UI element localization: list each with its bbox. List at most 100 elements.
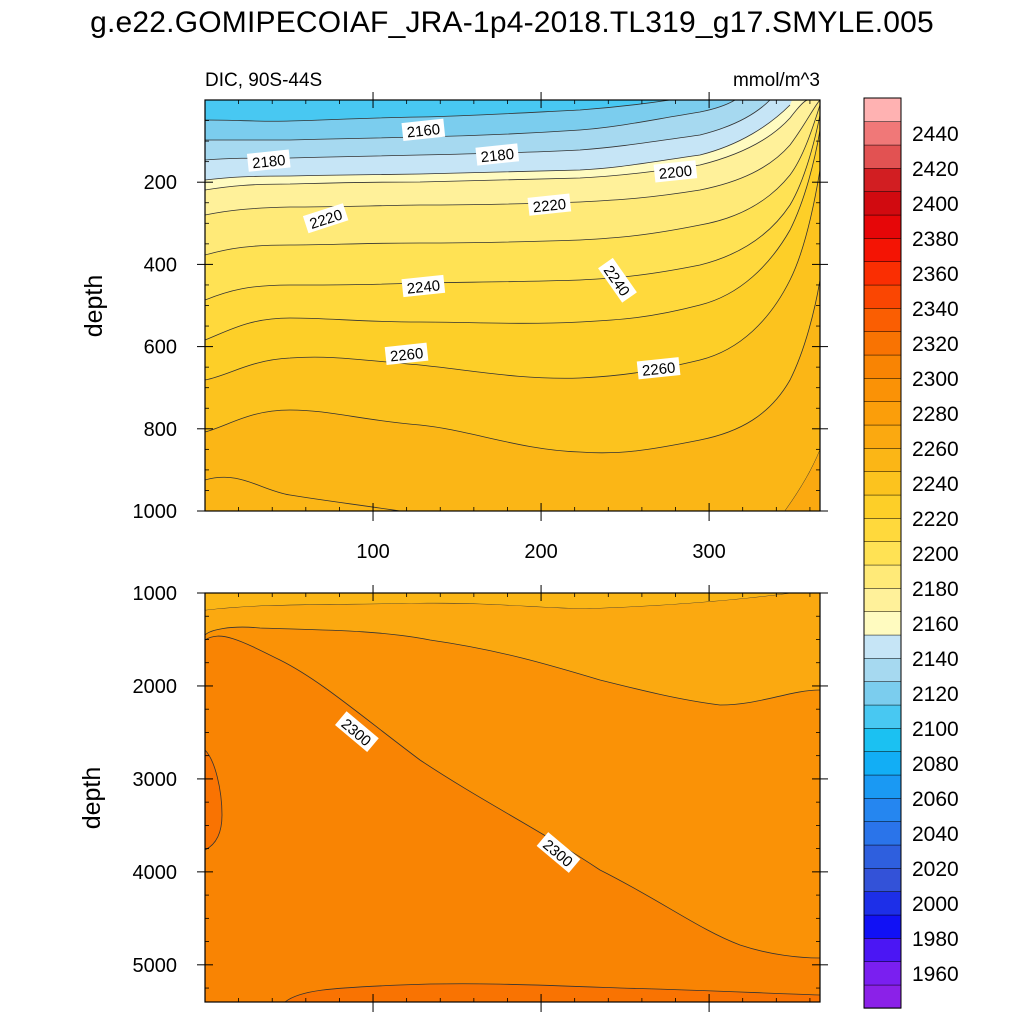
- colorbar-swatch: [863, 471, 902, 496]
- contour-label-box: [527, 193, 572, 216]
- bottom-axes: 1000 2000 3000 4000 5000: [133, 583, 828, 1012]
- colorbar-swatch: [863, 657, 902, 682]
- colorbar-swatch: [863, 844, 902, 869]
- colorbar-label: 2300: [912, 368, 959, 391]
- colorbar-swatch: [863, 751, 902, 776]
- contour-label-box: [536, 832, 581, 873]
- colorbar-swatch: [863, 564, 902, 589]
- colorbar-swatch: [863, 447, 902, 472]
- colorbar-swatch: [863, 307, 902, 332]
- band-2280: [205, 477, 400, 511]
- colorbar-swatch: [863, 191, 902, 216]
- colorbar-swatch: [863, 121, 902, 146]
- y-tick-label: 4000: [133, 862, 178, 884]
- colorbar-label: 2060: [912, 788, 959, 811]
- top-contour-field: [205, 100, 820, 511]
- top-panel-units: mmol/m^3: [733, 70, 820, 91]
- bottom-y-axis-label: depth: [78, 767, 106, 830]
- colorbar-swatch: [863, 984, 902, 1009]
- colorbar-swatch: [863, 494, 902, 519]
- y-tick-label: 3000: [133, 769, 178, 791]
- contour-label: 2260: [636, 357, 681, 380]
- colorbar-swatch: [863, 167, 902, 192]
- colorbar-swatch: [863, 354, 902, 379]
- contour-label-text: 2260: [641, 360, 676, 380]
- y-tick-label: 800: [144, 419, 177, 441]
- colorbar-label: 2260: [912, 438, 959, 461]
- band-2290-corner: [785, 450, 820, 511]
- colorbar-label: 2320: [912, 333, 959, 356]
- colorbar-swatch: [863, 704, 902, 729]
- colorbar-label: 2080: [912, 753, 959, 776]
- colorbar-swatch: [863, 774, 902, 799]
- colorbar-label: 1980: [912, 928, 959, 951]
- contour-label-box: [598, 257, 637, 303]
- colorbar-label: 2020: [912, 858, 959, 881]
- colorbar-swatch: [863, 914, 902, 939]
- colorbar-swatch: [863, 144, 902, 169]
- colorbar-swatch: [863, 401, 902, 426]
- colorbar-swatch: [863, 517, 902, 542]
- bottom-contour-field: [205, 593, 820, 1002]
- contour-label-box: [636, 357, 681, 380]
- y-tick-label: 1000: [133, 501, 178, 523]
- colorbar-swatch: [863, 681, 902, 706]
- colorbar-swatch: [863, 961, 902, 986]
- colorbar-swatch: [863, 541, 902, 566]
- x-tick-label: 200: [524, 541, 557, 563]
- band-2300-mid: [205, 627, 820, 958]
- band-2160: [205, 100, 670, 122]
- contour-label-text: 2240: [406, 277, 441, 297]
- top-axes: 200 400 600 800 1000 100 200 300: [133, 92, 828, 563]
- contour-label-text: 2200: [658, 163, 693, 183]
- colorbar-label: 2340: [912, 298, 959, 321]
- colorbar-label: 2120: [912, 683, 959, 706]
- colorbar-label: 2240: [912, 473, 959, 496]
- top-panel-title: DIC, 90S-44S: [205, 70, 322, 91]
- colorbar-label: 2180: [912, 578, 959, 601]
- colorbar: 2440 2420 2400 2380 2360 2340 2320 2300 2280 2260…: [863, 97, 959, 1009]
- band-2280-top: [205, 593, 790, 610]
- contour-label-box: [384, 342, 429, 365]
- contour-label-box: [302, 203, 349, 234]
- colorbar-label: 2000: [912, 893, 959, 916]
- y-tick-label: 600: [144, 337, 177, 359]
- colorbar-label: 2420: [912, 158, 959, 181]
- colorbar-swatch: [863, 237, 902, 262]
- contour-label: 2180: [475, 143, 520, 166]
- contour-label-text: 2180: [480, 146, 515, 166]
- colorbar-swatch: [863, 821, 902, 846]
- y-tick-label: 2000: [133, 676, 178, 698]
- top-panel: DIC, 90S-44S mmol/m^3: [80, 70, 828, 563]
- colorbar-label: 2220: [912, 508, 959, 531]
- x-tick-label: 100: [356, 541, 389, 563]
- colorbar-swatch: [863, 261, 902, 286]
- colorbar-swatch: [863, 727, 902, 752]
- colorbar-swatch: [863, 937, 902, 962]
- contour-label-box: [401, 118, 446, 141]
- contour-label-box: [401, 274, 446, 298]
- colorbar-swatch: [863, 331, 902, 356]
- colorbar-frame: [863, 97, 902, 1009]
- contour-label: 2240: [401, 274, 446, 298]
- colorbar-label: 2380: [912, 228, 959, 251]
- contour-label-box: [246, 149, 291, 172]
- y-tick-label: 400: [144, 254, 177, 276]
- colorbar-label: 2400: [912, 193, 959, 216]
- y-tick-label: 5000: [133, 955, 178, 977]
- contour-label: 2200: [653, 160, 698, 183]
- colorbar-swatch: [863, 797, 902, 822]
- y-tick-label: 1000: [133, 583, 178, 605]
- contour-label-box: [335, 711, 379, 753]
- colorbar-label: 1960: [912, 963, 959, 986]
- band-2320-west: [205, 750, 222, 850]
- contour-label: 2180: [246, 149, 291, 172]
- colorbar-label: 2160: [912, 613, 959, 636]
- y-tick-label: 200: [144, 172, 177, 194]
- contour-label: 2220: [527, 193, 572, 216]
- colorbar-swatch: [863, 611, 902, 636]
- colorbar-label: 2040: [912, 823, 959, 846]
- colorbar-swatch: [863, 284, 902, 309]
